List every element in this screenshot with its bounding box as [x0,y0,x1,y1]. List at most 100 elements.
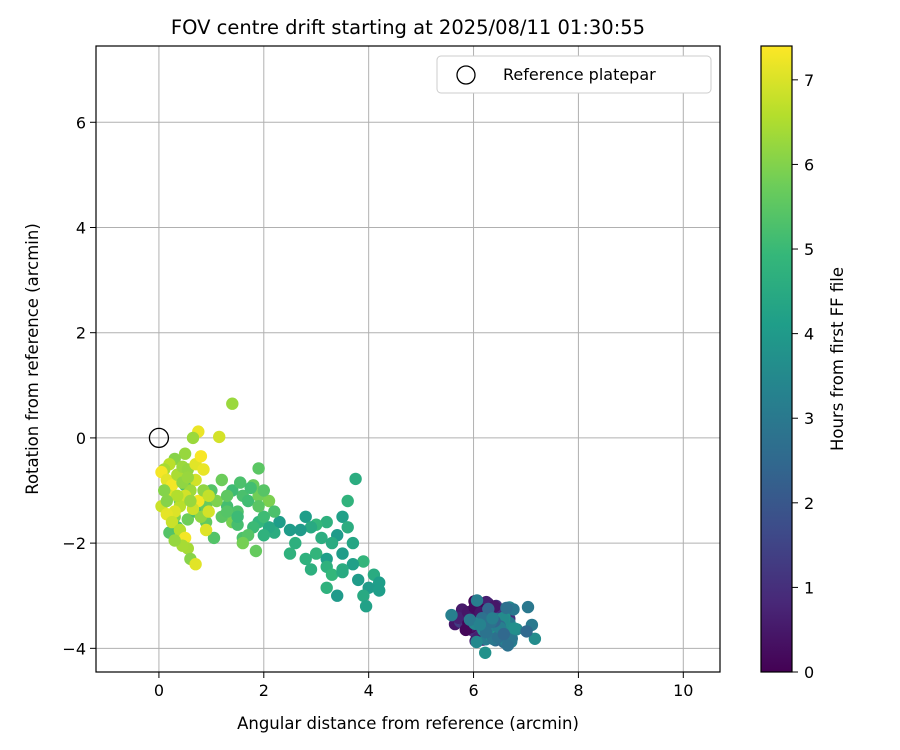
data-point [470,594,484,607]
y-tick-label: −2 [62,534,86,553]
legend: Reference platepar [436,55,712,94]
data-point [220,505,234,518]
data-point [310,547,323,560]
data-point [304,521,318,534]
data-point [283,547,297,560]
plot-frame [95,45,721,673]
x-axis-ticks: 0 2 4 6 8 10 [154,672,693,700]
data-point [331,589,344,602]
data-point [445,608,458,622]
colorbar-tick-label: 6 [804,155,814,174]
data-point [244,481,257,495]
x-tick-label: 6 [468,681,478,700]
data-point [315,531,328,545]
data-point [241,494,255,508]
data-point [373,584,386,597]
data-point [294,523,307,537]
x-tick-label: 8 [573,681,583,700]
x-tick-label: 2 [259,681,269,700]
data-point [189,558,202,571]
data-point [497,627,510,641]
data-point [273,515,286,529]
data-point [341,521,354,534]
data-point [521,600,535,614]
data-point [215,473,228,487]
data-point [234,476,247,489]
data-point [299,510,312,523]
data-point [473,618,487,631]
data-point [257,529,270,542]
data-point [158,484,171,497]
colorbar: 0 1 2 3 4 5 6 7 Hours from first FF file [760,45,847,682]
data-point [231,510,244,523]
data-point [346,536,360,550]
data-point [501,639,514,652]
data-point [194,450,208,463]
data-point [197,463,210,476]
data-point [320,515,333,529]
grid-lines [96,46,720,672]
data-point [336,565,349,579]
data-point [220,489,234,502]
data-point [202,505,215,518]
data-point [160,494,173,508]
data-point [262,494,276,508]
data-point [168,534,181,547]
reference-marker [148,427,170,449]
data-point [479,646,492,659]
data-point [165,515,179,529]
data-points [155,397,542,659]
data-point [213,430,226,444]
data-point [283,523,297,537]
data-point [199,523,213,537]
data-point [304,563,318,576]
y-tick-label: 0 [76,429,86,448]
chart-title: FOV centre drift starting at 2025/08/11 … [171,16,645,39]
data-point [357,555,370,568]
data-point [268,505,281,518]
data-point [482,602,495,616]
data-point [528,632,542,645]
x-tick-label: 10 [673,681,693,700]
data-point [252,462,265,475]
data-point [352,573,365,587]
data-point [236,536,249,550]
data-point [336,547,349,560]
data-point [463,613,477,626]
colorbar-gradient [760,45,793,673]
y-tick-label: 6 [76,113,86,132]
data-point [249,544,263,558]
y-axis-label: Rotation from reference (arcmin) [23,223,42,495]
y-axis-ticks: −4 −2 0 2 4 6 [62,113,96,658]
data-point [171,489,184,502]
data-point [357,589,370,602]
data-point [207,531,221,545]
colorbar-tick-label: 5 [804,240,814,259]
data-point [341,494,354,508]
data-point [252,500,265,513]
colorbar-tick-label: 2 [804,494,814,513]
data-point [257,510,270,523]
x-tick-label: 4 [364,681,374,700]
data-point [184,494,197,508]
data-point [346,558,360,571]
data-point [520,625,533,638]
colorbar-tick-label: 0 [804,663,814,682]
y-tick-label: −4 [62,639,86,658]
data-point [320,581,333,594]
data-point [299,552,312,566]
data-point [186,431,200,445]
data-point [181,513,194,526]
data-point [359,600,373,613]
colorbar-tick-label: 1 [804,578,814,597]
data-point [181,471,194,484]
x-axis-label: Angular distance from reference (arcmin) [237,714,579,733]
colorbar-label: Hours from first FF file [828,267,847,451]
data-point [257,484,270,497]
colorbar-tick-label: 4 [804,325,814,344]
data-point [470,635,483,649]
data-point [486,612,499,625]
legend-marker [456,65,476,85]
data-point [500,601,513,615]
